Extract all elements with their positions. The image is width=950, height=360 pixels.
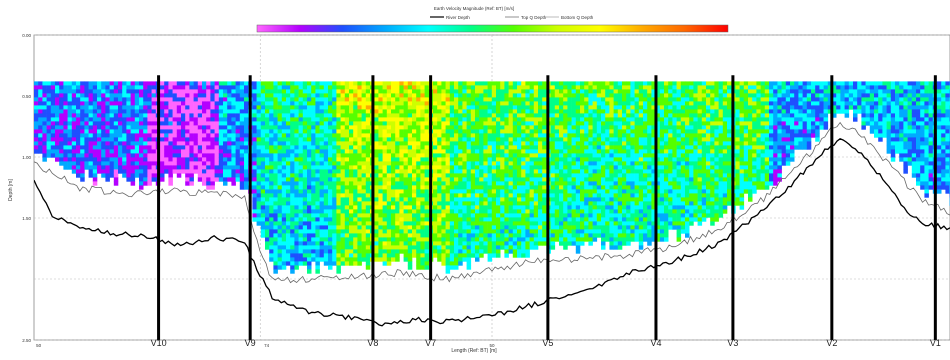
y-tick-label: 0.50 [22,94,31,99]
x-axis-label: Length (Ref: BT) [m] [451,348,497,354]
vertical-station-label: V10 [151,338,167,348]
vertical-station-label: V7 [425,338,436,348]
y-axis-label: Depth [m] [8,179,14,201]
chart-title: Earth Velocity Magnitude (Ref: BT) [m/s] [434,6,514,11]
vertical-station-label: V5 [542,338,553,348]
y-tick-label: 1.00 [22,155,31,160]
legend-item: River Depth [446,15,470,20]
vertical-station-label: V4 [650,338,661,348]
y-tick-label: 1.50 [22,216,31,221]
x-tick-label: 50 [36,343,42,348]
vertical-station-label: V8 [367,338,378,348]
legend-item: Top Q Depth [521,15,547,20]
colorbar [257,25,728,32]
vertical-station-label: V9 [245,338,256,348]
y-tick-label: 2.50 [22,338,31,343]
legend-item: Bottom Q Depth [561,15,594,20]
vertical-station-label: V2 [826,338,837,348]
x-tick-label: 74 [264,343,270,348]
vertical-station-label: V3 [727,338,738,348]
y-tick-label: 0.00 [22,33,31,38]
vertical-station-label: V1 [930,338,941,348]
